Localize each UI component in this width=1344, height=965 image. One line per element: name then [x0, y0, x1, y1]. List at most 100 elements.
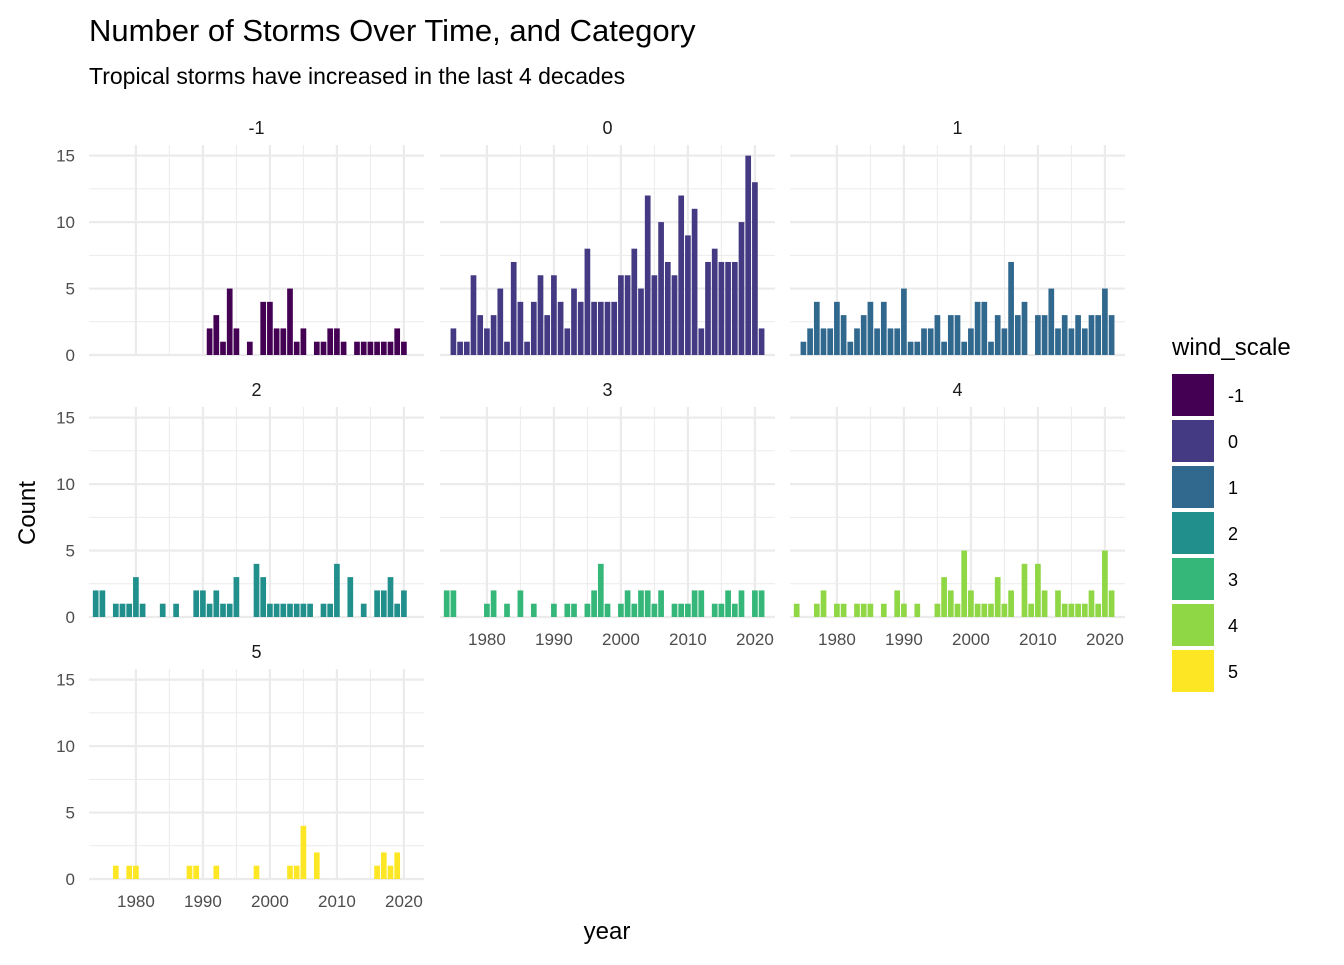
- bar-0-2016: [725, 261, 731, 355]
- bar-2-1993: [220, 603, 226, 617]
- bar-neg1-1995: [233, 328, 240, 355]
- bar-3-1990: [551, 603, 557, 617]
- y-tick-label-5: 5: [66, 280, 75, 299]
- bar-2-2019: [394, 603, 401, 617]
- bar-1-1988: [887, 328, 894, 355]
- panel-0: 0: [440, 118, 775, 357]
- legend-label-neg1: -1: [1228, 386, 1244, 406]
- x-tick-label-2000: 2000: [602, 630, 640, 649]
- bar-4-2021: [1108, 590, 1115, 617]
- x-tick-label-2010: 2010: [669, 630, 707, 649]
- bar-0-1975: [450, 328, 457, 355]
- bar-neg1-2019: [394, 328, 401, 355]
- bar-3-2008: [671, 603, 678, 617]
- bar-3-1983: [504, 603, 510, 617]
- bar-2-1974: [92, 590, 99, 617]
- bar-1-2010: [1035, 315, 1041, 355]
- bar-2-1989: [193, 590, 200, 617]
- bar-0-1982: [497, 288, 504, 355]
- bar-1-1982: [847, 341, 854, 355]
- bar-1-1996: [941, 341, 947, 355]
- bar-4-1977: [813, 603, 820, 617]
- bar-2-2017: [380, 590, 387, 617]
- panel-strip-label-0: 0: [602, 118, 612, 138]
- bar-0-2005: [651, 275, 658, 355]
- bar-1-1978: [820, 328, 827, 355]
- legend-label-4: 4: [1228, 616, 1238, 636]
- bar-1-1979: [827, 328, 834, 355]
- bar-1-1976: [807, 328, 813, 355]
- panel-2: 2 0 5 10 15: [56, 380, 424, 627]
- x-tick-label-2010: 2010: [1019, 630, 1057, 649]
- y-tick-label-10: 10: [56, 475, 75, 494]
- bar-1-1980: [834, 301, 840, 355]
- bar-4-2015: [1068, 603, 1075, 617]
- bar-3-1993: [571, 603, 577, 617]
- bar-3-2004: [644, 590, 651, 617]
- bar-2-2003: [287, 603, 293, 617]
- bar-4-2006: [1008, 590, 1014, 617]
- legend-key-0: [1172, 420, 1214, 462]
- bar-0-2021: [758, 328, 765, 355]
- bar-4-1980: [834, 603, 840, 617]
- bar-1-1993: [921, 328, 927, 355]
- bar-2-2005: [300, 603, 307, 617]
- bar-neg1-2008: [320, 341, 327, 355]
- bar-neg1-1993: [220, 341, 226, 355]
- bar-neg1-2014: [360, 341, 367, 355]
- bar-2-1981: [139, 603, 146, 617]
- x-tick-label-1990: 1990: [885, 630, 923, 649]
- bar-neg1-2004: [293, 341, 300, 355]
- bar-1-2006: [1008, 261, 1014, 355]
- bar-neg1-1994: [226, 288, 233, 355]
- x-tick-label-1980: 1980: [818, 630, 856, 649]
- legend: wind_scale -1 0 1 2 3 4 5: [1171, 334, 1291, 692]
- legend-label-0: 0: [1228, 432, 1238, 452]
- bar-4-1981: [840, 603, 847, 617]
- bar-3-1981: [490, 590, 497, 617]
- bar-2-2014: [360, 603, 367, 617]
- x-tick-label-1980: 1980: [468, 630, 506, 649]
- bar-neg1-2003: [287, 288, 293, 355]
- legend-key-3: [1172, 558, 1214, 600]
- chart-title: Number of Storms Over Time, and Category: [89, 13, 696, 48]
- bar-5-2007: [313, 852, 320, 879]
- bar-3-2016: [725, 590, 731, 617]
- bar-2-1994: [226, 603, 233, 617]
- bar-4-2014: [1061, 603, 1068, 617]
- bar-2-1978: [119, 603, 126, 617]
- bar-0-1978: [470, 275, 477, 355]
- bar-3-2006: [658, 590, 664, 617]
- bar-4-2017: [1081, 603, 1088, 617]
- bar-4-1997: [947, 590, 954, 617]
- bar-2-1979: [126, 603, 133, 617]
- bar-0-1994: [577, 301, 584, 355]
- bar-0-1981: [490, 315, 497, 355]
- bar-2-1991: [206, 603, 213, 617]
- bar-0-1976: [457, 341, 463, 355]
- bar-4-1989: [894, 590, 901, 617]
- bar-1-2011: [1041, 315, 1048, 355]
- bar-4-2011: [1041, 590, 1048, 617]
- y-tick-label-10: 10: [56, 213, 75, 232]
- bar-2-2010: [334, 563, 340, 617]
- x-tick-label-2020: 2020: [1086, 630, 1124, 649]
- bar-neg1-2005: [300, 328, 307, 355]
- chart-subtitle: Tropical storms have increased in the la…: [89, 63, 625, 89]
- bar-neg1-2013: [354, 341, 360, 355]
- bar-0-2018: [738, 222, 745, 355]
- bar-5-1979: [126, 865, 133, 879]
- bar-0-1999: [611, 301, 618, 355]
- panel-5: 5 0 5 10 15 1980 1990 2000 2010 2020: [56, 642, 424, 911]
- bar-1-2012: [1048, 288, 1055, 355]
- bar-4-2013: [1055, 590, 1061, 617]
- bar-0-2003: [638, 288, 644, 355]
- bar-3-1980: [484, 603, 490, 617]
- bar-neg1-1991: [206, 328, 213, 355]
- y-tick-label-15: 15: [56, 409, 75, 428]
- bar-3-1975: [450, 590, 457, 617]
- bar-neg1-2001: [273, 328, 280, 355]
- bar-2-1992: [213, 590, 220, 617]
- bar-0-2002: [631, 248, 638, 355]
- bar-neg1-1992: [213, 315, 220, 355]
